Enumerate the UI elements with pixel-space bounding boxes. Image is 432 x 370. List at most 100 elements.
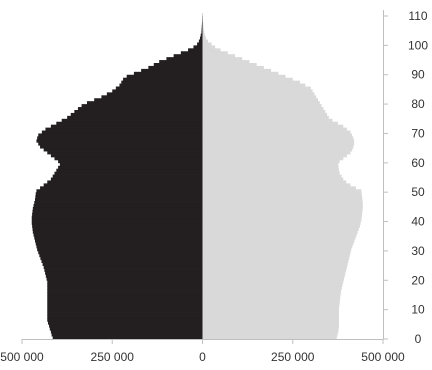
right-bar-age-70 (202, 130, 351, 134)
right-bar-age-106 (202, 24, 204, 29)
right-bar-age-91 (202, 68, 272, 73)
left-bar-age-29 (38, 250, 203, 255)
left-bar-age-14 (47, 294, 203, 299)
right-bar-age-16 (202, 289, 342, 293)
right-bar-age-52 (202, 183, 351, 187)
right-bar-age-51 (202, 186, 356, 190)
right-bar-age-64 (202, 148, 353, 152)
right-bar-age-4 (202, 324, 339, 328)
right-bar-age-37 (202, 227, 359, 231)
left-bar-age-63 (47, 151, 203, 155)
left-bar-age-37 (32, 227, 203, 231)
right-bar-age-0 (202, 336, 337, 340)
right-bar-age-84 (202, 89, 313, 93)
left-bars-group (31, 13, 203, 340)
right-bar-age-86 (202, 83, 306, 87)
right-bar-age-32 (202, 242, 354, 246)
left-bar-age-41 (31, 215, 203, 220)
left-bar-age-70 (41, 130, 203, 134)
right-bar-age-13 (202, 297, 341, 302)
right-bar-age-24 (202, 265, 347, 269)
right-bar-age-92 (202, 65, 264, 70)
right-bar-age-20 (202, 277, 345, 281)
left-bar-age-58 (58, 165, 203, 170)
left-bar-age-81 (94, 98, 203, 102)
right-bar-age-15 (202, 292, 341, 296)
left-bar-age-77 (74, 109, 203, 114)
left-bar-age-27 (40, 256, 203, 261)
x-tick-label: 500 000 (0, 350, 44, 364)
left-bar-age-3 (49, 327, 203, 331)
y-tick-label: 80 (411, 97, 425, 111)
right-bar-age-100 (202, 42, 212, 46)
left-bar-age-85 (115, 86, 203, 90)
left-bar-age-42 (32, 212, 203, 217)
left-bar-age-94 (159, 60, 203, 64)
left-bar-age-73 (56, 121, 203, 126)
left-bar-age-61 (54, 156, 203, 161)
right-bar-age-30 (202, 248, 352, 252)
right-bar-age-49 (202, 192, 362, 196)
left-bar-age-88 (123, 77, 203, 81)
left-bar-age-0 (52, 336, 203, 340)
left-bar-age-40 (31, 218, 203, 222)
y-tick-label: 60 (411, 156, 425, 170)
right-bar-age-47 (202, 198, 363, 202)
left-bar-age-26 (41, 259, 203, 264)
left-bar-age-97 (180, 51, 203, 55)
left-bar-age-93 (153, 63, 203, 67)
left-bar-age-59 (59, 162, 203, 167)
left-bar-age-20 (46, 277, 203, 281)
y-tick-label: 110 (408, 9, 427, 23)
left-bar-age-9 (47, 309, 203, 313)
right-bar-age-58 (202, 165, 339, 170)
left-bar-age-84 (112, 89, 203, 93)
left-bar-age-75 (67, 115, 203, 120)
left-bar-age-7 (47, 315, 203, 319)
left-bar-age-68 (37, 136, 203, 140)
right-bar-age-63 (202, 151, 351, 155)
left-bar-age-39 (31, 221, 203, 225)
left-bar-age-47 (35, 198, 203, 202)
left-bar-age-102 (199, 36, 203, 40)
right-bar-age-22 (202, 271, 346, 275)
right-bar-age-94 (202, 60, 250, 64)
right-bar-age-2 (202, 330, 339, 334)
right-bar-age-98 (202, 48, 221, 52)
left-bar-age-103 (200, 33, 203, 37)
right-bar-age-77 (202, 109, 326, 114)
y-tick-label: 0 (415, 332, 422, 346)
left-bar-age-49 (35, 192, 203, 196)
right-bar-age-36 (202, 230, 358, 234)
right-bar-age-78 (202, 107, 324, 111)
y-tick-label: 50 (411, 185, 425, 199)
left-bar-age-46 (34, 201, 203, 205)
left-bar-age-78 (77, 107, 203, 111)
right-bar-age-6 (202, 318, 339, 322)
left-bar-age-51 (40, 186, 203, 190)
y-ticks-group: 0 10 20 30 40 50 60 70 80 90 100 110 (383, 9, 428, 346)
right-bar-age-61 (202, 156, 344, 161)
y-tick-label: 100 (408, 38, 428, 52)
left-bar-age-72 (50, 124, 203, 128)
left-bar-age-19 (47, 280, 203, 284)
right-bar-age-102 (202, 36, 207, 40)
right-bar-age-31 (202, 245, 353, 249)
left-bar-age-35 (33, 233, 203, 237)
right-bar-age-66 (202, 142, 355, 146)
right-bar-age-34 (202, 236, 356, 240)
right-bar-age-11 (202, 303, 340, 308)
right-bar-age-48 (202, 195, 363, 199)
left-bar-age-16 (47, 289, 203, 293)
left-bar-age-83 (106, 92, 203, 96)
left-bar-age-100 (197, 42, 203, 46)
left-bar-age-98 (188, 48, 203, 52)
right-bar-age-17 (202, 286, 342, 290)
x-tick-label: 500 000 (361, 350, 405, 364)
right-bar-age-56 (202, 171, 340, 175)
left-bar-age-38 (32, 224, 203, 228)
y-tick-label: 70 (411, 126, 425, 140)
left-bar-age-95 (166, 57, 203, 61)
left-bar-age-45 (33, 203, 203, 208)
